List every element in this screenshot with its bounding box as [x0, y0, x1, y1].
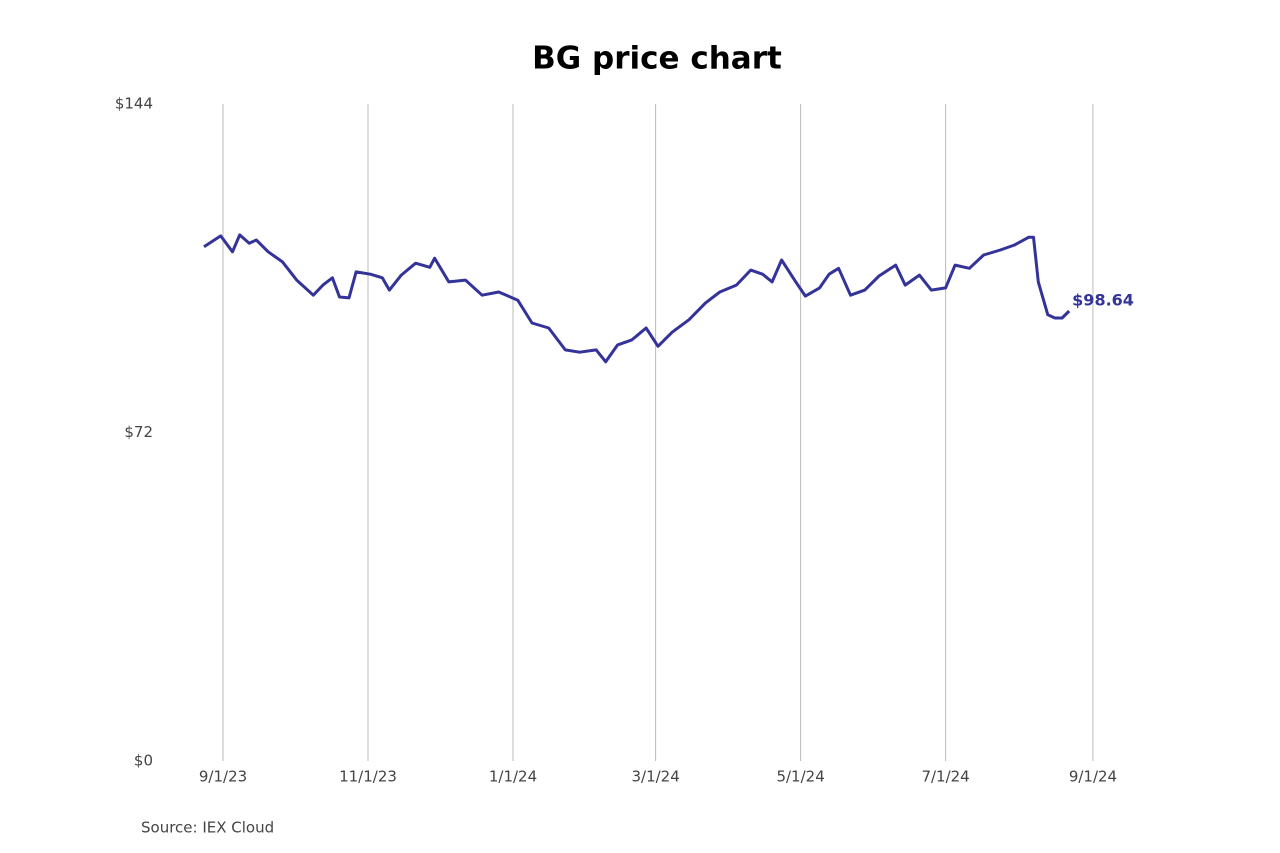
source-note: Source: IEX Cloud	[141, 819, 274, 837]
y-tick-label: $144	[115, 95, 153, 113]
chart-title: BG price chart	[532, 41, 782, 77]
x-tick-label: 1/1/24	[489, 768, 537, 786]
x-tick-label: 9/1/24	[1069, 768, 1117, 786]
y-tick-label: $72	[124, 423, 153, 441]
x-tick-label: 9/1/23	[199, 768, 247, 786]
x-tick-label: 3/1/24	[631, 768, 679, 786]
x-tick-label: 7/1/24	[921, 768, 969, 786]
price-line	[203, 233, 1071, 364]
last-price-label: $98.64	[1072, 290, 1134, 309]
y-tick-label: $0	[134, 752, 153, 770]
x-tick-label: 5/1/24	[776, 768, 824, 786]
x-tick-label: 11/1/23	[339, 768, 397, 786]
